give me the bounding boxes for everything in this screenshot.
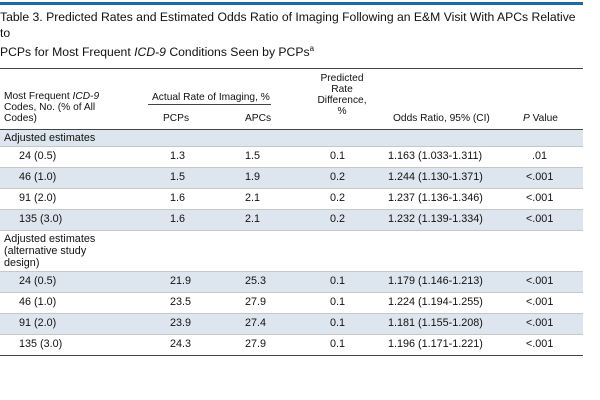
title-line-1: Table 3. Predicted Rates and Estimated O… <box>0 10 576 40</box>
header-codes-line1: Most Frequent <box>4 91 73 102</box>
header-predicted-diff: Predicted Rate Difference, % <box>312 73 372 117</box>
table-bottom-rule <box>0 355 583 356</box>
section-label-alt-line2: (alternative study <box>4 245 87 257</box>
cell-pcps: 1.5 <box>170 171 186 183</box>
title-icd9: ICD-9 <box>134 45 166 60</box>
table-row: 46 (1.0) 1.5 1.9 0.2 1.244 (1.130-1.371)… <box>0 168 583 189</box>
cell-pcps: 24.3 <box>170 338 192 350</box>
cell-code: 91 (2.0) <box>19 192 57 204</box>
header-odds-ratio: Odds Ratio, 95% (CI) <box>393 113 490 124</box>
cell-diff: 0.2 <box>330 213 346 225</box>
table-row: 135 (3.0) 1.6 2.1 0.2 1.232 (1.139-1.334… <box>0 210 583 231</box>
cell-p: <.001 <box>526 192 554 204</box>
table-row: 24 (0.5) 1.3 1.5 0.1 1.163 (1.033-1.311)… <box>0 147 583 168</box>
header-actual-rate: Actual Rate of Imaging, % <box>152 92 270 103</box>
table-row: 24 (0.5) 21.9 25.3 0.1 1.179 (1.146-1.21… <box>0 272 583 293</box>
cell-pcps: 1.6 <box>170 192 186 204</box>
data-table: Most Frequent ICD-9 Codes, No. (% of All… <box>0 68 583 356</box>
cell-odds: 1.196 (1.171-1.221) <box>388 338 483 350</box>
header-pcps: PCPs <box>163 113 190 124</box>
cell-diff: 0.2 <box>330 192 346 204</box>
section-label-alt-line3: design) <box>4 257 40 269</box>
header-pred-line2: Rate <box>331 84 353 95</box>
cell-diff: 0.1 <box>330 275 346 287</box>
cell-p: <.001 <box>526 296 554 308</box>
cell-code: 46 (1.0) <box>19 171 57 183</box>
header-p-italic: P <box>523 113 530 124</box>
title-line-2-end: Conditions Seen by PCPs <box>165 45 310 60</box>
title-accent-bar <box>0 2 583 5</box>
table-row: 135 (3.0) 24.3 27.9 0.1 1.196 (1.171-1.2… <box>0 335 583 355</box>
cell-p: <.001 <box>526 171 554 183</box>
cell-code: 91 (2.0) <box>19 317 57 329</box>
cell-odds: 1.224 (1.194-1.255) <box>388 296 483 308</box>
cell-apcs: 2.1 <box>245 213 261 225</box>
cell-diff: 0.1 <box>330 150 346 162</box>
section-label-alt-line1: Adjusted estimates <box>4 233 96 245</box>
cell-pcps: 23.5 <box>170 296 192 308</box>
cell-p: .01 <box>532 150 548 162</box>
cell-p: <.001 <box>526 317 554 329</box>
header-apcs: APCs <box>245 113 272 124</box>
cell-code: 46 (1.0) <box>19 296 57 308</box>
header-codes-icd9: ICD-9 <box>72 91 100 102</box>
cell-p: <.001 <box>526 275 554 287</box>
cell-apcs: 27.9 <box>245 296 267 308</box>
header-pred-line4: % <box>337 106 347 117</box>
section-label-adjusted: Adjusted estimates <box>0 130 583 147</box>
cell-apcs: 27.4 <box>245 317 267 329</box>
cell-odds: 1.232 (1.139-1.334) <box>388 213 483 225</box>
table-row: 46 (1.0) 23.5 27.9 0.1 1.224 (1.194-1.25… <box>0 293 583 314</box>
cell-pcps: 1.6 <box>170 213 186 225</box>
cell-p: <.001 <box>526 213 554 225</box>
cell-odds: 1.181 (1.155-1.208) <box>388 317 483 329</box>
header-codes-line3: Codes) <box>4 113 37 124</box>
title-footnote-marker: a <box>309 44 315 53</box>
header-p-rest: Value <box>529 113 558 124</box>
cell-code: 24 (0.5) <box>19 275 57 287</box>
cell-p: <.001 <box>526 338 554 350</box>
cell-apcs: 25.3 <box>245 275 267 287</box>
cell-code: 24 (0.5) <box>19 150 57 162</box>
header-p-value: P Value <box>523 113 558 124</box>
cell-code: 135 (3.0) <box>19 213 63 225</box>
header-actual-rate-rule <box>148 104 271 105</box>
cell-apcs: 1.9 <box>245 171 261 183</box>
cell-pcps: 21.9 <box>170 275 192 287</box>
cell-odds: 1.179 (1.146-1.213) <box>388 275 483 287</box>
cell-pcps: 23.9 <box>170 317 192 329</box>
cell-odds: 1.163 (1.033-1.311) <box>388 150 483 162</box>
cell-apcs: 1.5 <box>245 150 261 162</box>
section-label-alternative: Adjusted estimates (alternative study de… <box>0 231 583 272</box>
cell-diff: 0.1 <box>330 317 346 329</box>
cell-apcs: 2.1 <box>245 192 261 204</box>
cell-apcs: 27.9 <box>245 338 267 350</box>
cell-pcps: 1.3 <box>170 150 186 162</box>
cell-diff: 0.2 <box>330 171 346 183</box>
cell-code: 135 (3.0) <box>19 338 63 350</box>
cell-diff: 0.1 <box>330 338 346 350</box>
table-title: Table 3. Predicted Rates and Estimated O… <box>0 9 585 60</box>
cell-odds: 1.244 (1.130-1.371) <box>388 171 483 183</box>
header-pred-line1: Predicted <box>320 73 364 84</box>
cell-odds: 1.237 (1.136-1.346) <box>388 192 483 204</box>
header-codes: Most Frequent ICD-9 Codes, No. (% of All… <box>4 91 99 124</box>
table-row: 91 (2.0) 23.9 27.4 0.1 1.181 (1.155-1.20… <box>0 314 583 335</box>
header-codes-line2: Codes, No. (% of All <box>4 102 96 113</box>
cell-diff: 0.1 <box>330 296 346 308</box>
header-pred-line3: Difference, <box>317 95 367 106</box>
title-line-2: PCPs for Most Frequent ICD-9 Conditions … <box>0 41 585 60</box>
table-header: Most Frequent ICD-9 Codes, No. (% of All… <box>0 68 583 130</box>
table-row: 91 (2.0) 1.6 2.1 0.2 1.237 (1.136-1.346)… <box>0 189 583 210</box>
title-line-2-text: PCPs for Most Frequent <box>0 45 135 60</box>
